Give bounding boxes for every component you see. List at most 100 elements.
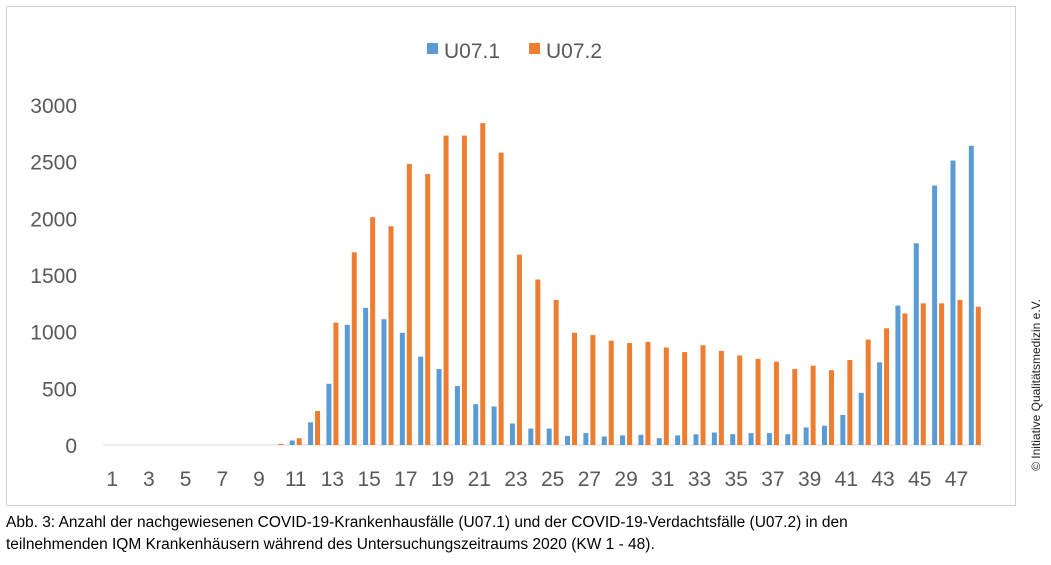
bar-U07.1-kw26 bbox=[565, 435, 571, 445]
bar-U07.1-kw33 bbox=[693, 434, 699, 445]
legend-swatch-U07.1 bbox=[427, 43, 438, 54]
x-tick-label: 27 bbox=[578, 468, 601, 491]
x-tick-label: 13 bbox=[321, 468, 344, 491]
bar-U07.1-kw17 bbox=[399, 332, 405, 445]
bar-U07.1-kw30 bbox=[638, 434, 644, 445]
x-tick-label: 23 bbox=[504, 468, 527, 491]
bar-U07.2-kw28 bbox=[608, 340, 614, 445]
bar-U07.2-kw18 bbox=[425, 174, 431, 445]
bar-U07.2-kw32 bbox=[682, 352, 688, 445]
bar-U07.2-kw24 bbox=[535, 279, 541, 445]
bar-U07.1-kw22 bbox=[491, 406, 497, 445]
bar-U07.2-kw20 bbox=[461, 135, 467, 445]
bar-U07.2-kw23 bbox=[516, 254, 522, 445]
bar-U07.2-kw44 bbox=[902, 313, 908, 445]
legend-swatch-U07.2 bbox=[529, 43, 540, 54]
x-tick-label: 21 bbox=[468, 468, 491, 491]
bar-U07.1-kw48 bbox=[968, 145, 974, 446]
y-tick-label: 2000 bbox=[30, 208, 77, 231]
bar-U07.2-kw38 bbox=[792, 369, 798, 445]
bar-U07.1-kw12 bbox=[308, 422, 314, 445]
bar-U07.1-kw25 bbox=[546, 428, 552, 445]
x-tick-label: 33 bbox=[688, 468, 711, 491]
x-tick-label: 17 bbox=[394, 468, 417, 491]
x-tick-label: 31 bbox=[651, 468, 674, 491]
bar-U07.2-kw16 bbox=[388, 226, 394, 445]
bar-U07.2-kw33 bbox=[700, 345, 706, 445]
x-tick-label: 7 bbox=[216, 468, 228, 491]
bar-U07.1-kw13 bbox=[326, 383, 332, 445]
x-tick-label: 15 bbox=[357, 468, 380, 491]
bar-U07.2-kw34 bbox=[718, 350, 724, 445]
y-tick-label: 1500 bbox=[30, 265, 77, 288]
bar-U07.2-kw40 bbox=[828, 370, 834, 445]
bar-U07.1-kw21 bbox=[473, 404, 479, 445]
x-tick-label: 19 bbox=[431, 468, 454, 491]
bar-U07.1-kw43 bbox=[877, 362, 883, 445]
bar-U07.2-kw19 bbox=[443, 135, 449, 445]
bar-U07.1-kw16 bbox=[381, 319, 387, 445]
x-tick-label: 47 bbox=[945, 468, 968, 491]
legend-label-U07.1: U07.1 bbox=[444, 40, 500, 63]
bar-U07.2-kw10 bbox=[278, 443, 284, 445]
bar-U07.1-kw41 bbox=[840, 414, 846, 445]
bar-U07.2-kw14 bbox=[351, 252, 357, 445]
y-tick-label: 2500 bbox=[30, 152, 77, 175]
x-tick-label: 1 bbox=[106, 468, 118, 491]
x-tick-label: 3 bbox=[143, 468, 155, 491]
copyright-notice: © Initiative Qualitätsmedizin e.V. bbox=[1026, 270, 1046, 500]
bar-U07.1-kw27 bbox=[583, 433, 589, 445]
bar-U07.1-kw45 bbox=[913, 243, 919, 445]
bar-U07.1-kw28 bbox=[601, 436, 607, 445]
bar-U07.1-kw23 bbox=[509, 423, 515, 445]
bar-U07.1-kw32 bbox=[675, 435, 681, 445]
x-tick-label: 35 bbox=[725, 468, 748, 491]
bar-U07.1-kw11 bbox=[289, 440, 295, 445]
bar-U07.2-kw48 bbox=[975, 306, 981, 445]
bar-U07.2-kw42 bbox=[865, 339, 871, 445]
bar-U07.2-kw21 bbox=[480, 123, 486, 445]
y-tick-label: 500 bbox=[42, 378, 77, 401]
legend-label-U07.2: U07.2 bbox=[546, 40, 602, 63]
bar-U07.1-kw38 bbox=[785, 434, 791, 445]
caption-line-1: Abb. 3: Anzahl der nachgewiesenen COVID-… bbox=[6, 514, 848, 531]
bar-U07.1-kw47 bbox=[950, 160, 956, 445]
caption-line-2: teilnehmenden IQM Krankenhäusern während… bbox=[6, 536, 655, 553]
bar-U07.1-kw31 bbox=[656, 438, 662, 445]
bar-U07.2-kw36 bbox=[755, 358, 761, 445]
bar-U07.1-kw14 bbox=[344, 324, 350, 445]
bar-U07.1-kw18 bbox=[418, 356, 424, 445]
bar-U07.2-kw12 bbox=[315, 411, 321, 445]
x-tick-label: 9 bbox=[253, 468, 265, 491]
bar-U07.2-kw25 bbox=[553, 299, 559, 445]
y-tick-label: 1000 bbox=[30, 322, 77, 345]
bar-U07.1-kw39 bbox=[803, 427, 809, 445]
bar-U07.1-kw20 bbox=[454, 386, 460, 445]
bar-U07.1-kw36 bbox=[748, 433, 754, 445]
bar-U07.2-kw27 bbox=[590, 335, 596, 445]
bar-U07.2-kw31 bbox=[663, 347, 669, 445]
bar-U07.1-kw15 bbox=[363, 307, 369, 445]
bar-U07.2-kw17 bbox=[406, 163, 412, 445]
bar-U07.2-kw37 bbox=[773, 361, 779, 445]
bar-U07.2-kw46 bbox=[939, 303, 945, 445]
bar-U07.1-kw40 bbox=[821, 425, 827, 445]
bar-U07.2-kw39 bbox=[810, 365, 816, 445]
bar-U07.1-kw24 bbox=[528, 428, 534, 445]
x-tick-label: 11 bbox=[285, 468, 307, 491]
figure-caption: Abb. 3: Anzahl der nachgewiesenen COVID-… bbox=[6, 512, 1006, 556]
bar-U07.1-kw37 bbox=[766, 433, 772, 445]
x-tick-label: 29 bbox=[614, 468, 637, 491]
x-tick-label: 25 bbox=[541, 468, 564, 491]
x-tick-label: 45 bbox=[908, 468, 931, 491]
x-tick-label: 5 bbox=[180, 468, 192, 491]
bar-U07.1-kw46 bbox=[932, 185, 938, 445]
bar-U07.1-kw44 bbox=[895, 305, 901, 445]
bar-U07.1-kw42 bbox=[858, 392, 864, 445]
bar-U07.1-kw34 bbox=[711, 432, 717, 445]
y-tick-label: 3000 bbox=[30, 95, 77, 118]
bar-U07.2-kw11 bbox=[296, 438, 302, 445]
x-tick-label: 43 bbox=[871, 468, 894, 491]
bar-U07.1-kw35 bbox=[730, 434, 736, 445]
bar-U07.2-kw43 bbox=[884, 328, 890, 445]
